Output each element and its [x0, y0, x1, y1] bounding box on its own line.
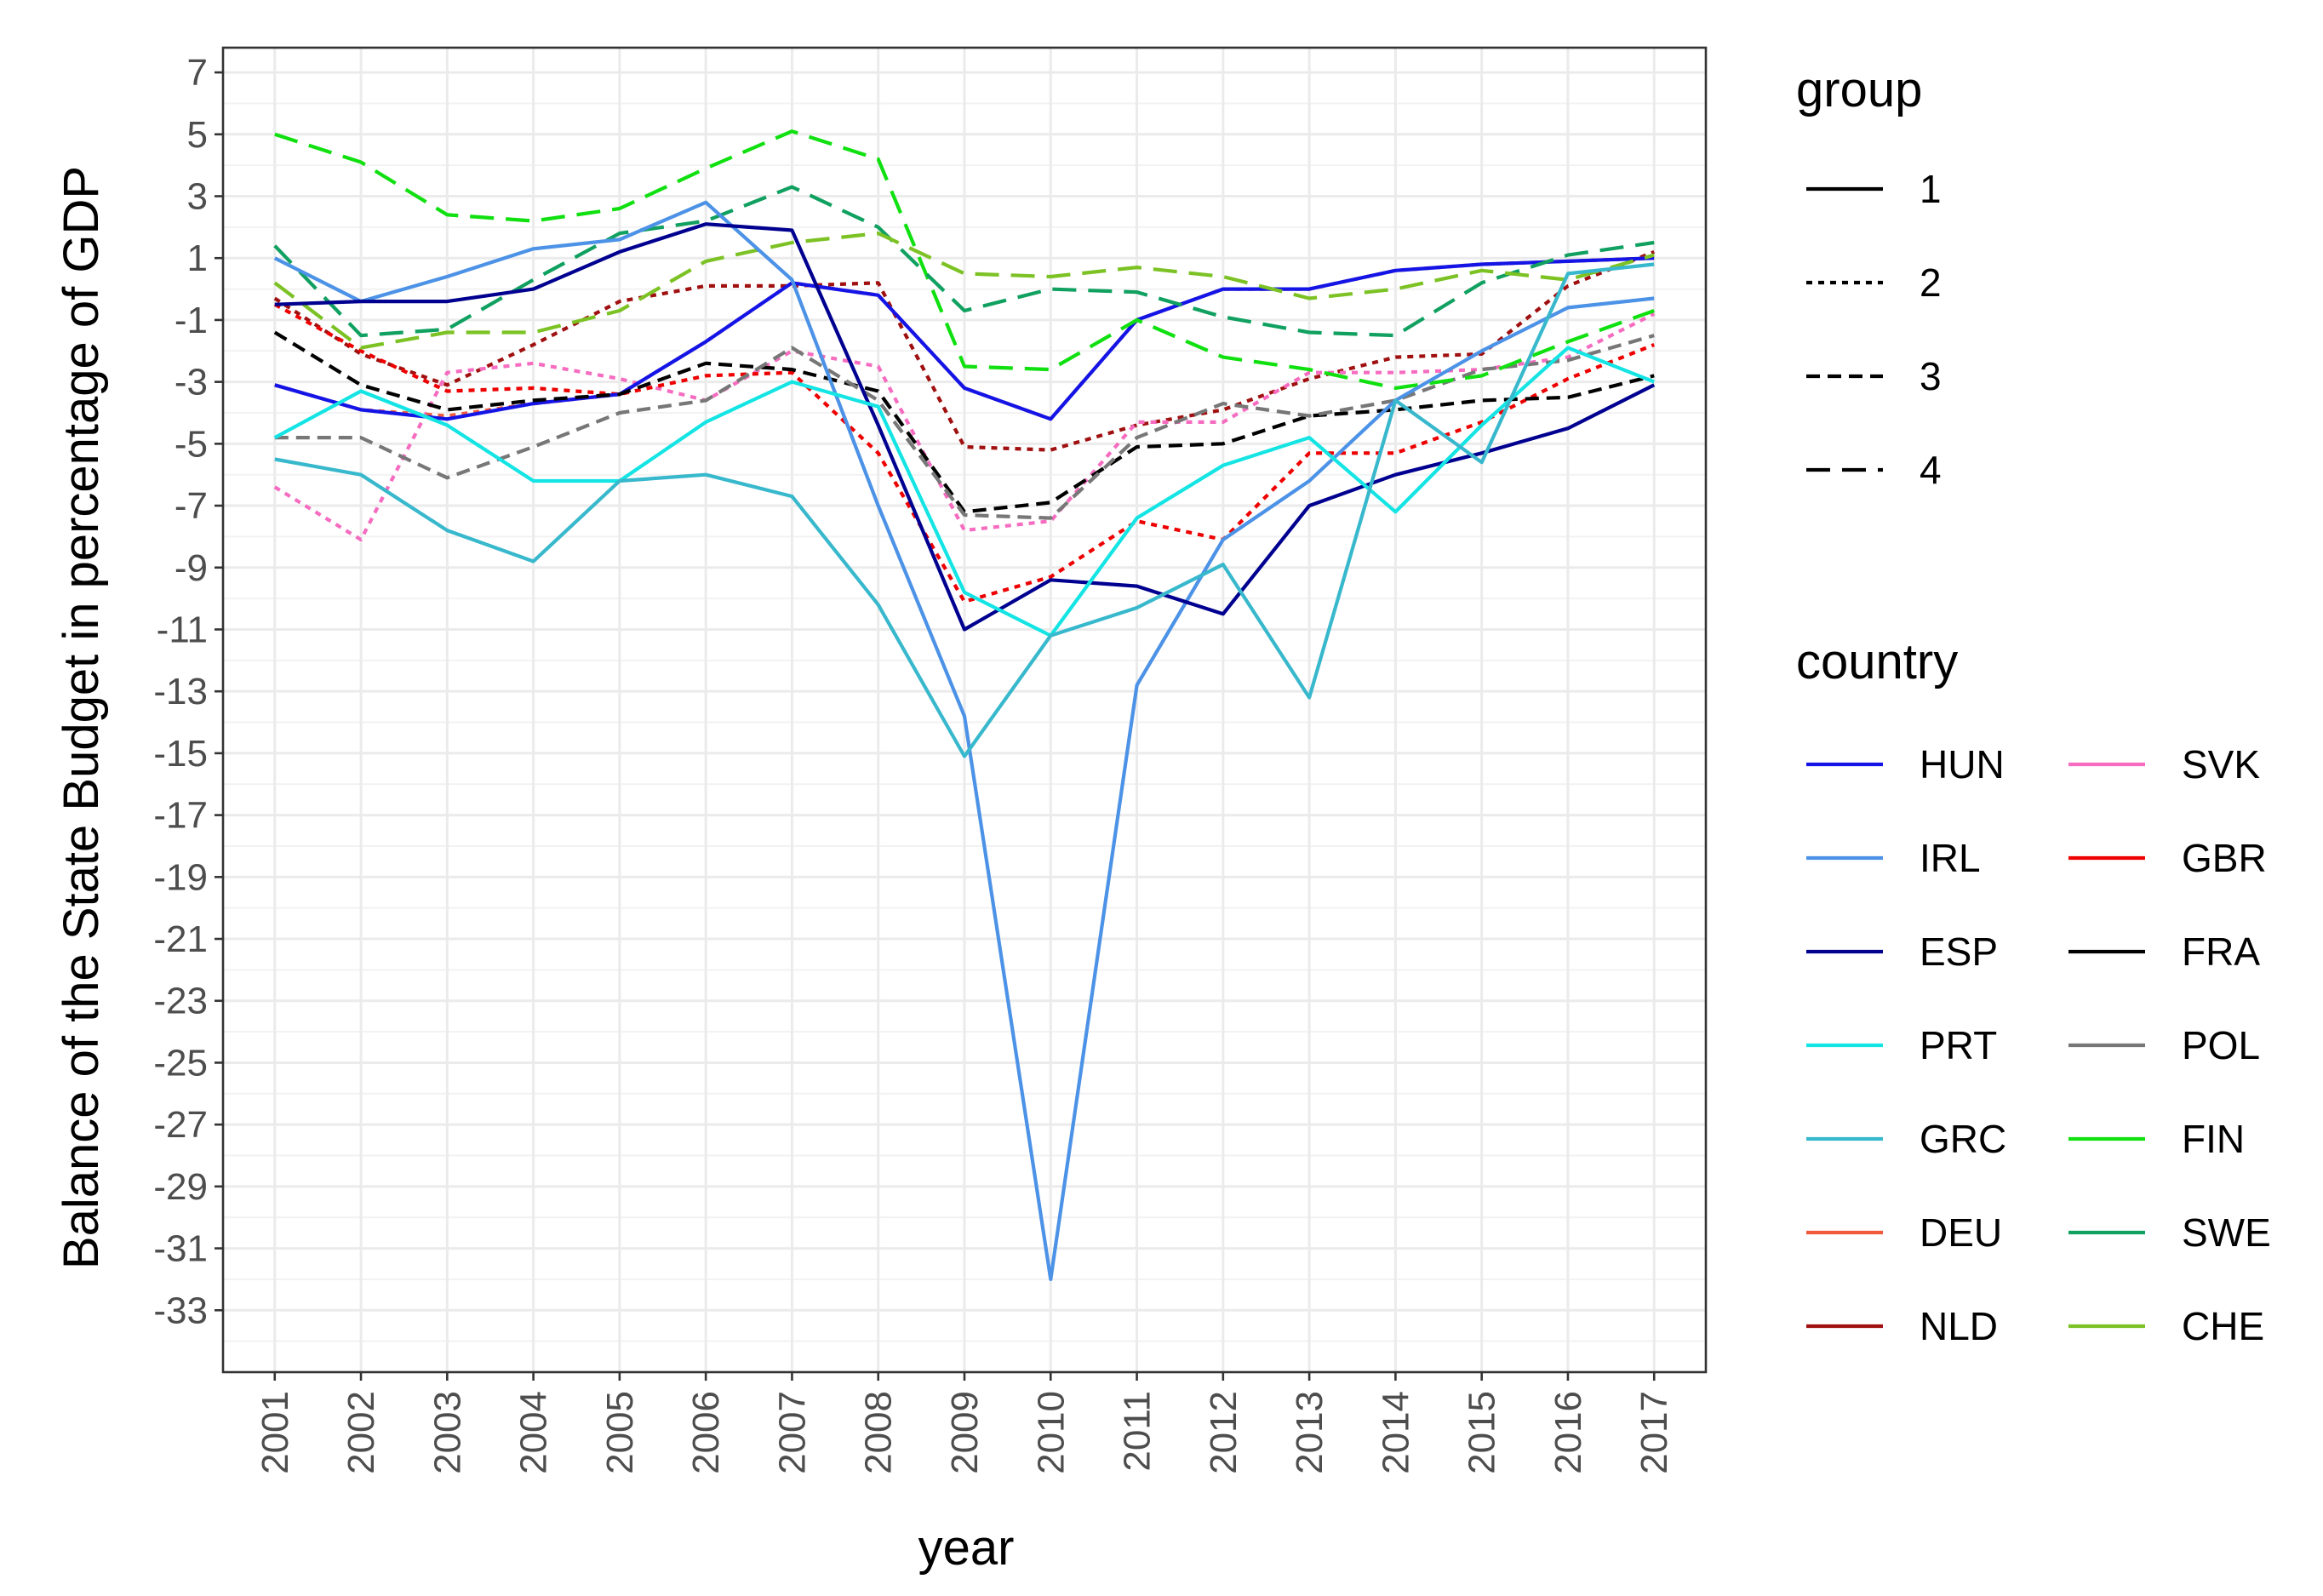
series-line-svk: [273, 312, 1656, 542]
y-tick-label: -17: [153, 795, 208, 837]
x-axis: 2001 2002 2003 2004 2005 2006 2007 2008 2009 2010…: [255, 1372, 1675, 1474]
legend-country-label: CHE: [2182, 1304, 2264, 1348]
x-tick-label: 2004: [513, 1391, 555, 1474]
legend-country-label: ESP: [1920, 930, 1998, 974]
legend-country-label: POL: [2182, 1023, 2260, 1067]
series-line-irl: [273, 200, 1655, 1282]
legend-country-label: PRT: [1920, 1023, 1997, 1067]
series-lines: [273, 129, 1656, 1282]
x-tick-label: 2007: [771, 1391, 813, 1474]
series-line-prt: [273, 346, 1655, 638]
legend-group-label: 2: [1920, 260, 1942, 305]
y-tick-label: 1: [187, 237, 208, 279]
legend-country-label: DEU: [1920, 1210, 2002, 1255]
y-tick-label: -1: [175, 300, 208, 341]
legend-country: country HUN IRL ESP PRT GRC DEU NLD SVK GBR FRA PO…: [1796, 634, 2271, 1348]
x-tick-label: 2002: [340, 1391, 382, 1474]
y-tick-label: -33: [153, 1290, 208, 1331]
y-tick-label: 3: [187, 176, 208, 218]
y-axis-title: Balance of the State Budget in percentag…: [54, 166, 109, 1269]
series-line-swe: [273, 185, 1655, 338]
x-tick-label: 2013: [1289, 1391, 1330, 1474]
y-tick-label: -15: [153, 733, 208, 775]
series-line-che: [273, 232, 1655, 350]
series-line-esp: [274, 222, 1656, 632]
series-line-gbr: [273, 302, 1655, 604]
legend-country-label: SWE: [2182, 1210, 2271, 1255]
legend-country-label: SVK: [2182, 742, 2260, 787]
legend-country-label: GBR: [2182, 836, 2267, 880]
x-tick-label: 2016: [1548, 1391, 1589, 1474]
series-line-fin: [274, 129, 1655, 390]
y-tick-label: -21: [153, 918, 208, 960]
series-line-nld: [273, 249, 1655, 452]
x-tick-label: 2015: [1462, 1391, 1503, 1474]
legend-country-label: FIN: [2182, 1117, 2245, 1161]
legend-country-label: FRA: [2182, 930, 2260, 974]
y-tick-label: -19: [153, 856, 208, 898]
x-tick-label: 2011: [1117, 1391, 1159, 1472]
x-tick-label: 2003: [426, 1391, 468, 1474]
y-axis: 7 5 3 1 -1 -3 -5 -7 -9 -11 -13 -15 -17 -19 -21 -23 -25 -2…: [153, 52, 223, 1331]
y-tick-label: -13: [153, 671, 208, 712]
x-axis-title: year: [918, 1520, 1015, 1576]
legend-country-title: country: [1796, 634, 1958, 689]
y-tick-label: -25: [153, 1042, 208, 1084]
x-tick-label: 2008: [858, 1391, 900, 1474]
y-tick-label: -29: [153, 1166, 208, 1208]
x-tick-label: 2005: [599, 1391, 641, 1474]
y-tick-label: -9: [175, 547, 208, 589]
x-tick-label: 2006: [685, 1391, 727, 1474]
legend-group-label: 1: [1920, 167, 1942, 211]
x-tick-label: 2017: [1634, 1391, 1675, 1474]
x-tick-label: 2010: [1030, 1391, 1072, 1474]
legend-country-label: IRL: [1920, 836, 1981, 880]
legend-group-title: group: [1796, 62, 1922, 117]
x-tick-label: 2012: [1203, 1391, 1244, 1474]
legend-group-label: 3: [1920, 354, 1942, 398]
y-tick-label: -7: [175, 485, 208, 527]
legend-country-label: HUN: [1920, 742, 2005, 787]
y-tick-label: 5: [187, 114, 208, 156]
series-line-hun: [274, 256, 1655, 421]
y-tick-label: -5: [175, 423, 208, 465]
y-tick-label: -23: [153, 981, 208, 1022]
y-tick-label: -3: [175, 362, 208, 403]
x-tick-label: 2014: [1375, 1391, 1416, 1474]
x-tick-label: 2009: [944, 1391, 986, 1474]
y-tick-label: 7: [187, 52, 208, 94]
y-tick-label: -27: [153, 1104, 208, 1146]
legend-group: group 1 2 3 4: [1796, 62, 1942, 492]
gridlines: [223, 48, 1706, 1372]
legend-country-label: GRC: [1920, 1117, 2006, 1161]
x-tick-label: 2001: [255, 1391, 296, 1474]
y-tick-label: -11: [157, 609, 208, 650]
y-tick-label: -31: [153, 1228, 208, 1270]
legend-country-label: NLD: [1920, 1304, 1998, 1348]
series-line-pol: [274, 334, 1655, 520]
series-line-grc: [274, 262, 1655, 758]
series-line-fra: [273, 330, 1655, 514]
legend-group-label: 4: [1920, 448, 1942, 492]
